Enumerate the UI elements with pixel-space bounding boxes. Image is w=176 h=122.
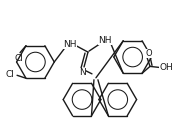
Text: N: N (79, 68, 85, 77)
Text: NH: NH (63, 40, 77, 49)
Text: O: O (146, 49, 152, 58)
Text: Cl: Cl (15, 54, 23, 63)
Text: OH: OH (159, 63, 173, 72)
Text: Cl: Cl (6, 70, 15, 79)
Text: NH: NH (98, 36, 112, 45)
